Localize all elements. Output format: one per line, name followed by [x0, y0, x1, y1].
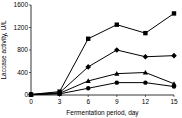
- marker: [28, 92, 34, 98]
- marker: [86, 37, 90, 41]
- marker: [172, 84, 176, 88]
- x-tick: [88, 95, 89, 97]
- x-tick-label: 3: [58, 98, 62, 105]
- y-tick-label: 400: [17, 69, 28, 76]
- y-tick: [29, 50, 31, 51]
- series-line: [31, 13, 174, 94]
- marker: [29, 93, 33, 97]
- marker: [28, 92, 33, 97]
- y-tick: [29, 5, 31, 6]
- marker: [115, 80, 119, 84]
- x-tick-label: 12: [142, 98, 150, 105]
- y-tick-label: 0: [24, 91, 28, 98]
- y-tick: [29, 27, 31, 28]
- x-tick-label: 0: [29, 98, 33, 105]
- marker: [86, 86, 90, 90]
- x-tick: [174, 95, 175, 97]
- marker: [114, 71, 119, 76]
- marker: [114, 47, 120, 53]
- y-axis-label: Laccase activity, U/L: [0, 20, 8, 80]
- marker: [143, 54, 149, 60]
- marker: [172, 11, 176, 15]
- x-tick-label: 9: [115, 98, 119, 105]
- marker: [57, 91, 62, 96]
- marker: [57, 92, 61, 96]
- x-tick: [116, 95, 117, 97]
- series-line: [31, 73, 174, 95]
- y-tick-label: 800: [17, 46, 28, 53]
- y-tick: [29, 72, 31, 73]
- y-tick-label: 1600: [14, 1, 29, 8]
- x-axis-label: Fermentation period, day: [66, 109, 139, 117]
- marker: [143, 31, 147, 35]
- marker: [143, 80, 147, 84]
- x-tick-label: 15: [170, 98, 178, 105]
- y-tick-label: 1200: [14, 24, 29, 31]
- series-line: [31, 83, 174, 95]
- marker: [115, 22, 119, 26]
- marker: [171, 53, 177, 59]
- chart: 0 400 800 1200 1600 0 3 6 9 12 15 Fermentation peri…: [0, 0, 182, 118]
- marker: [29, 92, 33, 96]
- x-tick-label: 6: [86, 98, 90, 105]
- x-tick: [145, 95, 146, 97]
- series-line: [31, 50, 174, 94]
- marker: [85, 64, 91, 70]
- plot-area: [28, 11, 177, 97]
- marker: [143, 70, 148, 75]
- marker: [86, 78, 91, 83]
- x-axis: [31, 95, 174, 96]
